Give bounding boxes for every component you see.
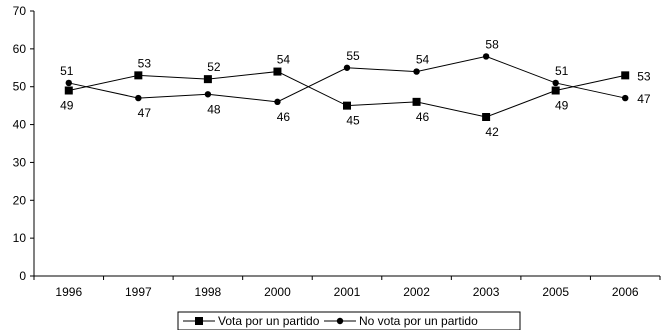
- series-line-2: [68, 55, 626, 103]
- legend-label: Vota por un partido: [218, 314, 320, 328]
- data-point-circle: [274, 98, 281, 106]
- data-point-circle: [65, 79, 72, 87]
- data-label: 47: [637, 92, 651, 106]
- data-label: 54: [277, 53, 291, 67]
- x-tick-label: 2003: [473, 285, 500, 299]
- x-tick-label: 2000: [264, 285, 291, 299]
- data-label: 46: [416, 110, 430, 124]
- x-tick-label: 1997: [125, 285, 152, 299]
- data-label: 49: [555, 99, 569, 113]
- data-label: 45: [346, 114, 360, 128]
- data-point-circle: [204, 91, 212, 98]
- data-label: 51: [555, 64, 569, 78]
- data-point-circle: [135, 94, 142, 102]
- x-tick-label: 2005: [542, 285, 569, 299]
- data-label: 58: [485, 37, 499, 51]
- data-point-square: [273, 67, 282, 76]
- data-label: 42: [485, 125, 499, 139]
- data-label: 55: [346, 49, 360, 63]
- data-point-square: [203, 75, 212, 84]
- data-point-square: [482, 113, 491, 121]
- y-tick-label: 20: [13, 193, 27, 207]
- y-tick-label: 60: [13, 42, 27, 56]
- data-label: 51: [60, 64, 74, 78]
- series-line-1: [68, 71, 626, 118]
- y-tick-label: 10: [13, 231, 27, 245]
- x-tick-label: 2001: [334, 285, 361, 299]
- y-tick-label: 30: [13, 155, 27, 169]
- y-tick-label: 40: [13, 118, 27, 132]
- data-label: 52: [207, 60, 221, 74]
- data-point-square: [134, 71, 143, 80]
- data-point-square: [412, 97, 421, 106]
- legend-circle-marker: [336, 317, 344, 325]
- data-point-circle: [622, 94, 629, 102]
- x-axis-ticks: 1996 1997 1998 2000 2001 2002 2003 2005 2006: [33, 276, 661, 299]
- data-label: 53: [637, 69, 651, 83]
- series-group: [64, 53, 630, 121]
- data-point-square: [343, 101, 351, 110]
- y-tick-label: 70: [13, 4, 27, 18]
- data-point-square: [64, 86, 73, 95]
- axes: [33, 11, 660, 277]
- x-tick-label: 2002: [403, 285, 430, 299]
- x-tick-label: 1998: [195, 285, 222, 299]
- y-axis-ticks: 0 10 20 30 40 50 60 70: [13, 4, 34, 283]
- data-label: 47: [138, 106, 152, 120]
- x-tick-label: 1996: [55, 285, 82, 299]
- data-point-circle: [343, 64, 351, 71]
- data-label: 49: [60, 99, 74, 113]
- data-point-circle: [552, 79, 559, 87]
- data-point-square: [621, 71, 630, 80]
- y-tick-label: 0: [19, 269, 26, 283]
- legend: Vota por un partido No vota por un partid…: [177, 311, 521, 330]
- data-label: 46: [277, 110, 291, 124]
- data-point-circle: [482, 53, 490, 60]
- data-point-square: [551, 86, 560, 95]
- data-labels: 49 53 52 54 45 46 42 49 53 51 47 48 46 55 54 58 51 47: [60, 37, 651, 139]
- legend-label: No vota por un partido: [359, 314, 478, 328]
- y-tick-label: 50: [13, 80, 27, 94]
- data-point-circle: [413, 68, 420, 75]
- x-tick-label: 2006: [612, 285, 639, 299]
- data-label: 48: [207, 102, 221, 116]
- data-label: 53: [138, 56, 152, 70]
- legend-square-marker: [195, 317, 203, 325]
- data-label: 54: [416, 53, 430, 67]
